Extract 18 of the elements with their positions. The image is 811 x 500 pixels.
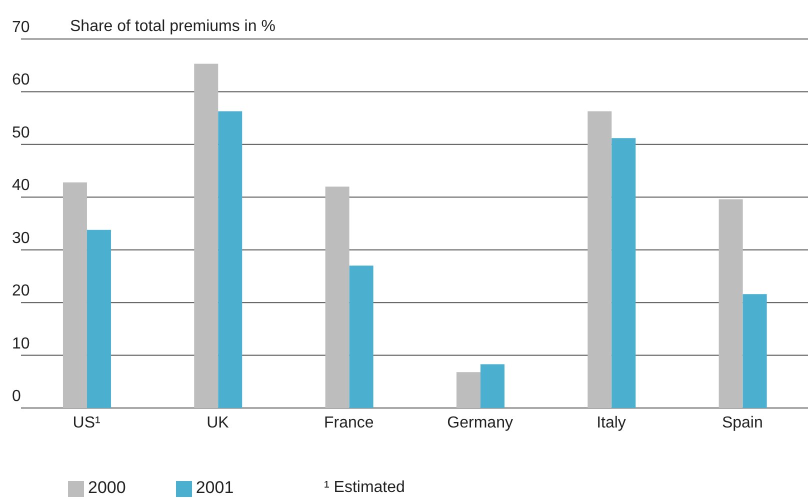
y-tick-label: 70	[12, 19, 30, 36]
x-tick-label: France	[324, 414, 374, 432]
y-tick-label: 0	[12, 388, 21, 405]
y-tick-label: 30	[12, 230, 30, 247]
x-tick-label: US¹	[72, 414, 100, 432]
x-tick-label: UK	[206, 414, 230, 432]
y-axis-title: Share of total premiums in %	[70, 18, 276, 36]
y-tick-label: 50	[12, 124, 30, 142]
y-tick-label: 40	[12, 177, 30, 194]
y-tick-label: 20	[12, 282, 30, 300]
y-tick-label: 10	[12, 335, 30, 352]
x-tick-label: Italy	[596, 414, 626, 432]
legend-label: 2000	[88, 478, 126, 497]
x-tick-label: Germany	[447, 414, 513, 432]
legend-label: 2001	[196, 478, 234, 497]
y-tick-label: 60	[12, 72, 30, 89]
x-tick-label: Spain	[722, 414, 763, 432]
text: ¹ Estimated	[324, 479, 405, 497]
